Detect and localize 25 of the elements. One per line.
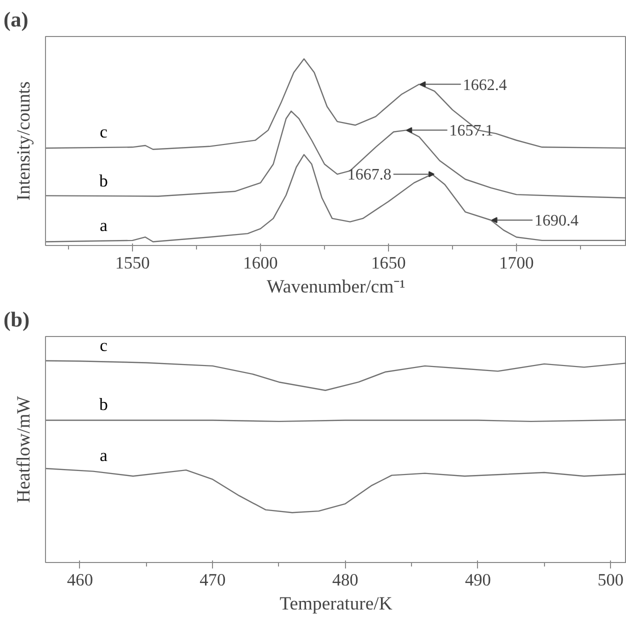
x-axis-title: Wavenumber/cm⁻¹ — [266, 276, 406, 298]
x-tick-label: 1600 — [243, 254, 278, 272]
annotation: 1667.8 — [347, 166, 392, 184]
x-tick-label: 500 — [598, 570, 624, 590]
chart-title: (b) — [4, 308, 30, 332]
series-label: b — [99, 172, 108, 191]
x-tick-label: 460 — [66, 570, 93, 590]
x-tick-label: 1550 — [115, 254, 150, 272]
x-axis-title: Temperature/K — [280, 594, 393, 614]
annotation: 1662.4 — [462, 76, 507, 94]
y-axis-title: Intensity/counts — [14, 81, 34, 201]
annotation: 1657.1 — [449, 122, 494, 140]
x-tick-label: 470 — [200, 570, 226, 590]
x-tick-label: 480 — [332, 570, 358, 590]
chart-title: (a) — [4, 8, 28, 32]
x-tick-label: 1700 — [499, 254, 534, 272]
annotation: 1690.4 — [534, 212, 579, 230]
series-label: b — [99, 395, 108, 414]
y-axis-title: Heatflow/mW — [14, 396, 34, 503]
series-label: a — [100, 216, 108, 235]
series-label: c — [100, 336, 108, 356]
x-tick-label: 490 — [464, 570, 491, 590]
series-label: a — [100, 446, 108, 466]
series-label: c — [100, 122, 108, 142]
x-tick-label: 1650 — [371, 254, 406, 272]
